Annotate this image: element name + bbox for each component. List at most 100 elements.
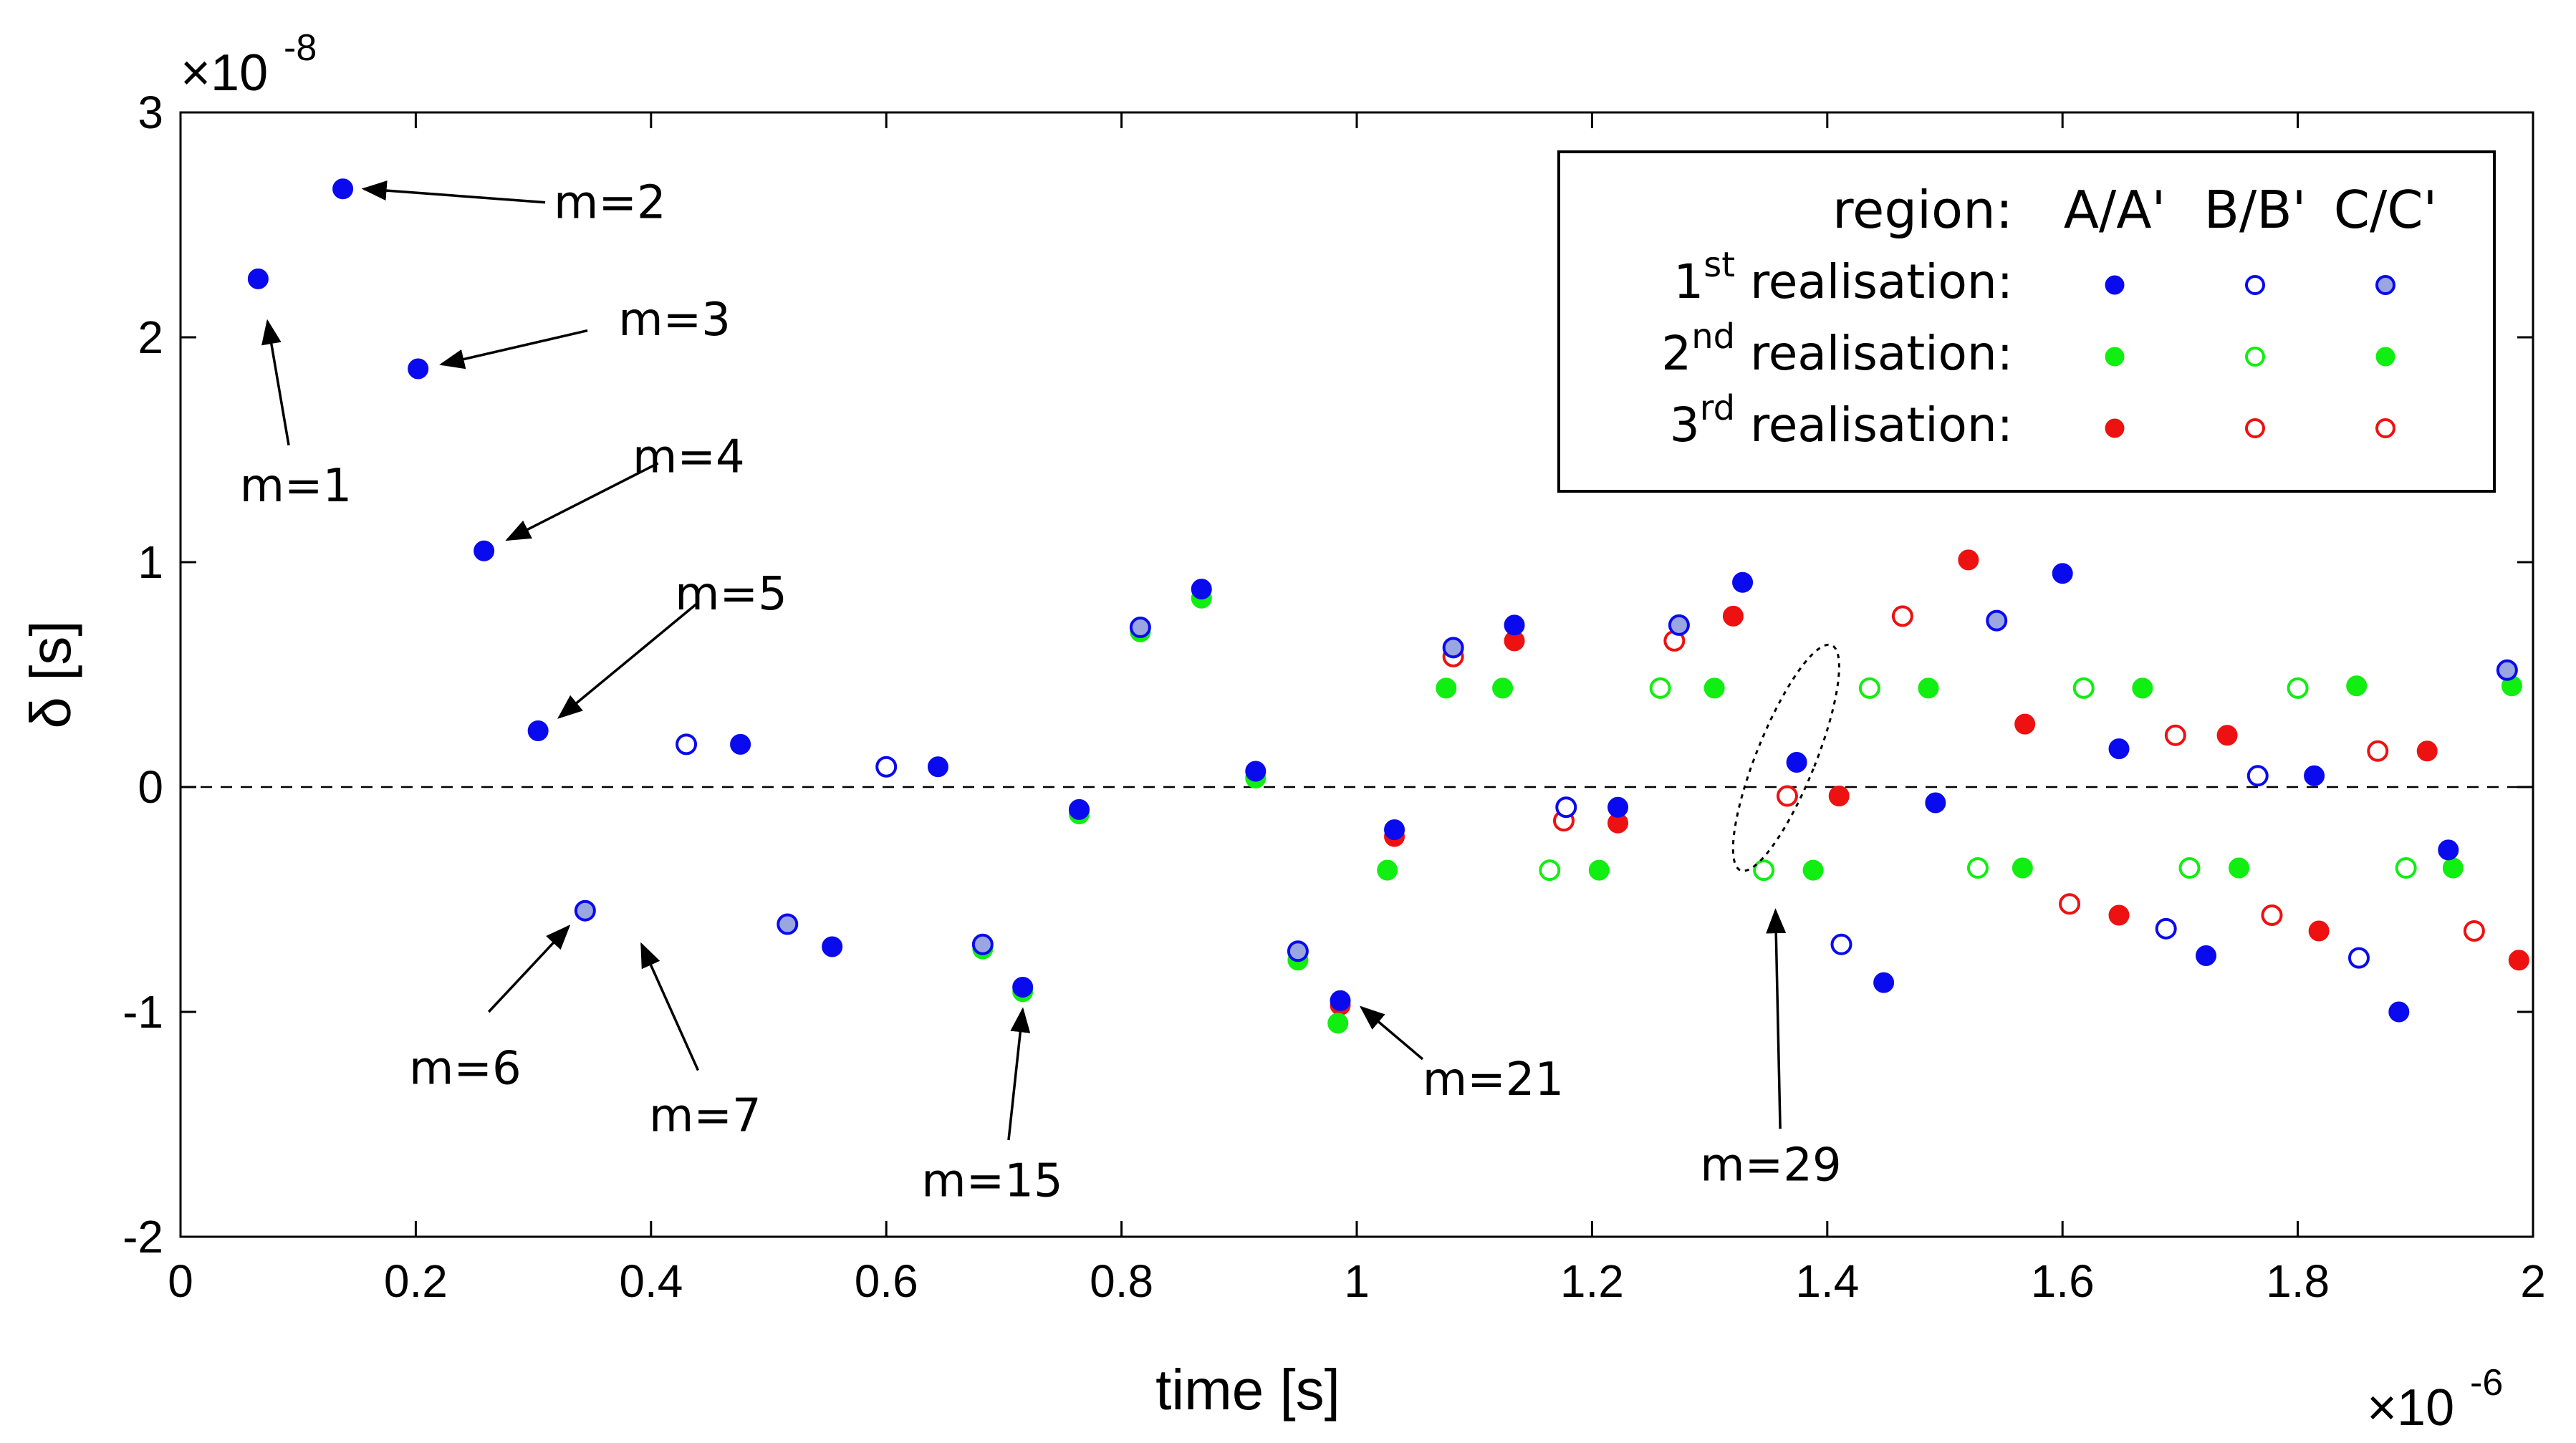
annotation-label: m=2 [554, 177, 666, 230]
point-r2-aa [2229, 857, 2249, 879]
point-r3-bb [2059, 893, 2081, 915]
point-r3-bb [1891, 605, 1913, 627]
annotation-arrow [1766, 908, 1787, 1129]
x-tick-label: 1.4 [1795, 1255, 1859, 1307]
point-r1-aa [2438, 839, 2459, 861]
point-r2-bb [1753, 859, 1775, 882]
point-r2-aa [2442, 857, 2464, 879]
point-r1-bb [1830, 933, 1852, 955]
point-r1-bb [2347, 947, 2370, 969]
y-tick-label: 1 [138, 536, 163, 588]
point-r1-aa [1068, 798, 1090, 820]
legend-column-b: B/B' [2204, 180, 2307, 240]
point-r1-aa [1607, 796, 1629, 818]
legend-marker-r1-aa [2105, 275, 2125, 295]
point-r3-aa [2416, 740, 2438, 762]
point-r2-bb [1539, 859, 1561, 882]
point-r3-bb [2463, 920, 2485, 942]
point-r2-aa [1918, 677, 1939, 699]
x-tick-label: 1.8 [2266, 1255, 2330, 1307]
legend-row-3-label: 3rd realisation: [1670, 388, 2013, 453]
data-points [247, 178, 2529, 1034]
point-r3-aa [1828, 786, 1850, 807]
svg-text:×10: ×10 [181, 44, 268, 102]
point-r2-aa [2346, 675, 2368, 697]
point-r2-aa [2132, 677, 2153, 699]
point-r2-aa [1802, 859, 1824, 881]
x-tick-label: 0.6 [855, 1255, 918, 1307]
svg-text:×10: ×10 [2367, 1379, 2454, 1437]
legend-box [1557, 150, 2496, 493]
x-axis-multiplier: ×10 -6 [2367, 1362, 2503, 1437]
point-r1-aa [730, 733, 751, 755]
annotation-arrow [361, 180, 546, 204]
point-r1-cc [574, 899, 596, 922]
point-r1-aa [247, 268, 269, 289]
legend: region: A/A' B/B' C/C' 1st realisation: … [1557, 150, 2496, 493]
point-r3-bb [2164, 724, 2186, 746]
svg-text:-8: -8 [284, 27, 317, 69]
annotation-arrow [439, 329, 588, 370]
x-tick-label: 2 [2520, 1255, 2546, 1307]
point-r1-aa [527, 720, 549, 741]
point-r2-bb [2072, 677, 2095, 699]
point-r1-bb [2246, 765, 2269, 787]
point-r2-bb [1649, 677, 1671, 699]
legend-marker-r3-cc [2375, 418, 2395, 438]
legend-column-c: C/C' [2334, 180, 2438, 240]
point-r2-aa [1588, 859, 1610, 881]
point-r1-aa [1245, 761, 1267, 782]
point-r1-cc [1287, 940, 1309, 962]
annotation-arrow [1007, 1007, 1031, 1141]
legend-marker-r2-cc [2375, 347, 2395, 367]
annotation-label: m=4 [633, 430, 745, 483]
point-r1-bb [2155, 917, 2177, 940]
annotation-label: m=15 [921, 1155, 1062, 1208]
annotation-label: m=5 [675, 568, 787, 621]
point-r1-aa [1786, 751, 1807, 773]
point-r1-aa [2388, 1001, 2410, 1023]
annotation-label: m=21 [1423, 1053, 1564, 1106]
annotations: m=1 m=2 m=3 m=4 m=5 m=6 m=7 m=15 m=21 m=29 [240, 177, 1842, 1208]
point-r1-cc [1129, 617, 1151, 639]
point-r3-aa [2108, 904, 2130, 926]
x-tick-label: 1.6 [2031, 1255, 2095, 1307]
point-r2-bb [2395, 857, 2417, 879]
annotation-arrow [261, 319, 290, 446]
point-r1-aa [1384, 819, 1405, 841]
point-r2-aa [1703, 677, 1725, 699]
annotation-label: m=7 [649, 1089, 761, 1142]
legend-row-1-label: 1st realisation: [1673, 245, 2013, 309]
point-r2-bb [2178, 857, 2201, 879]
legend-marker-r3-bb [2245, 418, 2265, 438]
x-tick-label: 0.2 [384, 1255, 448, 1307]
legend-marker-r2-bb [2245, 347, 2265, 367]
annotation-label: m=29 [1700, 1139, 1841, 1192]
legend-header-label: region: [1832, 180, 2013, 240]
legend-marker-r1-bb [2245, 275, 2265, 295]
point-r2-aa [2012, 857, 2033, 879]
point-r1-cc [2496, 659, 2518, 681]
x-tick-label: 0.8 [1090, 1255, 1153, 1307]
annotation-label: m=6 [409, 1043, 522, 1096]
point-r1-aa [2196, 945, 2217, 966]
point-r1-cc [777, 913, 799, 935]
highlight-ellipse [1731, 643, 1840, 872]
point-r2-bb [1966, 857, 1989, 879]
point-r3-aa [1722, 605, 1744, 627]
point-r1-aa [2304, 765, 2325, 786]
point-r1-aa [2052, 563, 2073, 584]
point-r2-cc [1436, 677, 1457, 699]
y-tick-label: -2 [122, 1211, 163, 1263]
point-r1-aa [474, 540, 495, 561]
point-r3-aa [1958, 549, 1979, 571]
legend-marker-r3-aa [2105, 418, 2125, 438]
point-r1-aa [332, 178, 354, 200]
point-r1-cc [1668, 614, 1690, 636]
annotation-arrow [557, 602, 699, 719]
annotation-arrow [1359, 1005, 1424, 1061]
x-axis-label: time [s] [1155, 1358, 1340, 1422]
point-r1-aa [1504, 614, 1525, 636]
annotation-label: m=1 [240, 460, 352, 513]
